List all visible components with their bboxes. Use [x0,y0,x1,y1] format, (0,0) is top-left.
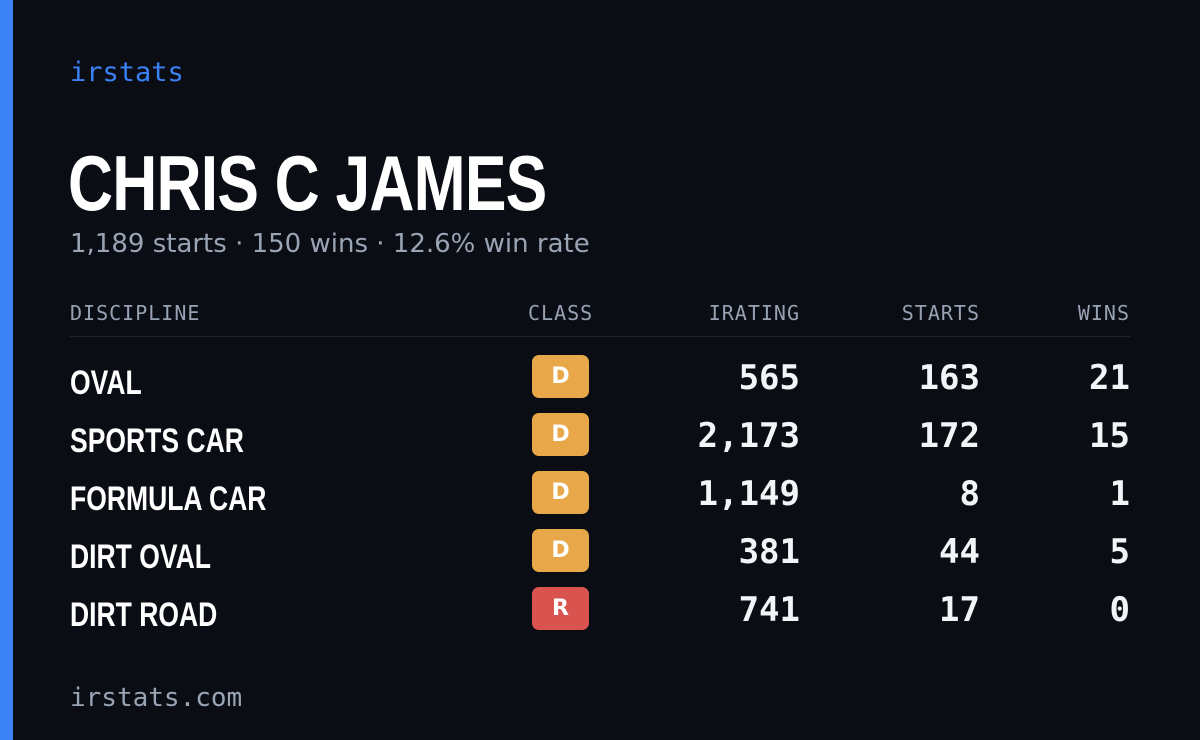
discipline-name: DIRT ROAD [70,596,218,634]
column-header-wins: WINS [1077,301,1130,325]
starts-value: 17 [939,590,980,630]
player-summary: 1,189 starts · 150 wins · 12.6% win rate [70,229,590,259]
discipline-name: DIRT OVAL [70,538,211,576]
wins-value: 0 [1109,590,1130,630]
irating-value: 1,149 [697,474,800,514]
starts-value: 172 [918,416,980,456]
page-title: CHRIS C JAMES [68,139,547,227]
irating-value: 565 [738,358,800,398]
discipline-name: FORMULA CAR [70,480,267,518]
column-header-irating: IRATING [708,301,800,325]
discipline-name: SPORTS CAR [70,422,244,460]
starts-value: 8 [959,474,980,514]
column-header-discipline: DISCIPLINE [70,301,201,325]
starts-value: 163 [918,358,980,398]
column-header-class: CLASS [528,301,594,325]
discipline-name: OVAL [70,364,142,402]
table-row: SPORTS CAR D 2,173 172 15 [70,413,1130,471]
wins-value: 15 [1089,416,1130,456]
irating-value: 381 [738,532,800,572]
wins-value: 1 [1109,474,1130,514]
irating-value: 741 [738,590,800,630]
table-row: DIRT ROAD R 741 17 0 [70,587,1130,645]
table-header: DISCIPLINE CLASS IRATING STARTS WINS [70,296,1130,337]
column-header-starts: STARTS [901,301,980,325]
class-badge: D [532,413,589,456]
brand-logo[interactable]: irstats [70,57,184,88]
wins-value: 5 [1109,532,1130,572]
wins-value: 21 [1089,358,1130,398]
irating-value: 2,173 [697,416,800,456]
class-badge: D [532,471,589,514]
accent-bar [0,0,13,740]
class-badge: R [532,587,589,630]
stats-table: DISCIPLINE CLASS IRATING STARTS WINS OVA… [70,296,1130,634]
footer-link[interactable]: irstats.com [70,683,243,713]
class-badge: D [532,355,589,398]
table-row: FORMULA CAR D 1,149 8 1 [70,471,1130,529]
starts-value: 44 [939,532,980,572]
table-row: OVAL D 565 163 21 [70,355,1130,413]
table-row: DIRT OVAL D 381 44 5 [70,529,1130,587]
class-badge: D [532,529,589,572]
